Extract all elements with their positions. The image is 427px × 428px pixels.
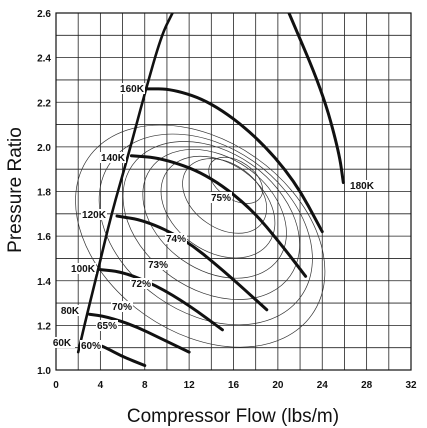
efficiency-label-bg [130, 278, 152, 289]
y-tick-label: 2.2 [37, 98, 51, 109]
efficiency-label-74pct: 74% [166, 234, 186, 245]
x-tick-label: 16 [228, 380, 240, 391]
efficiency-contour-73pct [160, 155, 276, 259]
efficiency-label-73pct: 73% [148, 260, 168, 271]
rpm-label-160k: 160K [120, 84, 145, 95]
efficiency-label-bg [165, 233, 187, 244]
rpm-label-bg [349, 180, 375, 191]
efficiency-label-60pct: 60% [81, 341, 101, 352]
rpm-label-bg [100, 152, 126, 163]
grid [55, 12, 412, 371]
rpm-label-bg [57, 305, 83, 316]
rpm-label-bg [81, 209, 107, 220]
surge-line [76, 13, 174, 354]
efficiency-contour-70pct [122, 141, 300, 300]
rpm-label-100k: 100K [71, 264, 96, 275]
efficiency-islands [75, 124, 326, 348]
speed-line-80k [87, 312, 191, 354]
rpm-label-60k: 60K [53, 338, 72, 349]
efficiency-label-bg [210, 192, 232, 203]
efficiency-label-bg [111, 301, 133, 312]
rpm-label-80k: 80K [61, 306, 80, 317]
speed-lines [76, 13, 345, 368]
x-tick-label: 12 [184, 380, 196, 391]
x-tick-label: 8 [142, 380, 148, 391]
rpm-label-180k: 180K [350, 181, 375, 192]
x-tick-label: 4 [98, 380, 104, 391]
axis-ticks: 0 4 8 12 16 20 24 28 32 1.0 1.2 1.4 1.6 1.8 2.0 2.2 2.4 2… [37, 9, 417, 391]
efficiency-label-bg [147, 259, 169, 270]
rpm-label-bg [119, 83, 145, 94]
efficiency-contour-72pct [142, 149, 287, 279]
y-tick-label: 2.4 [37, 54, 51, 65]
efficiency-label-65pct: 65% [97, 321, 117, 332]
y-axis-title: Pressure Ratio [5, 127, 26, 253]
speed-line-160k [143, 87, 324, 234]
rpm-label-140k: 140K [101, 153, 126, 164]
rpm-label-bg [49, 337, 75, 348]
x-tick-label: 0 [53, 380, 59, 391]
efficiency-label-72pct: 72% [131, 279, 151, 290]
y-tick-label: 1.4 [37, 277, 51, 288]
efficiency-label-bg [96, 320, 118, 331]
efficiency-label-bg [80, 340, 102, 351]
y-tick-label: 1.6 [37, 232, 51, 243]
speed-line-140k [129, 154, 308, 278]
x-tick-label: 20 [272, 380, 284, 391]
x-tick-label: 32 [405, 380, 417, 391]
efficiency-label-75pct: 75% [211, 193, 231, 204]
chart-labels: 60K 80K 100K 120K 140K 160K 180K 60% 65% 70% 72% 73… [49, 83, 375, 352]
y-tick-label: 1.0 [37, 366, 51, 377]
speed-line-100k [98, 268, 224, 332]
y-tick-label: 2.6 [37, 9, 51, 20]
plot-frame [55, 12, 412, 371]
efficiency-label-70pct: 70% [112, 302, 132, 313]
rpm-label-120k: 120K [82, 210, 107, 221]
x-tick-label: 28 [361, 380, 373, 391]
rpm-label-bg [70, 263, 96, 274]
x-axis-title: Compressor Flow (lbs/m) [127, 406, 339, 427]
speed-line-60k [93, 341, 147, 368]
x-tick-label: 24 [317, 380, 329, 391]
speed-line-180k [287, 13, 345, 185]
y-tick-label: 1.8 [37, 188, 51, 199]
y-tick-label: 2.0 [37, 143, 51, 154]
efficiency-contour-60pct [75, 124, 326, 348]
y-tick-label: 1.2 [37, 321, 51, 332]
speed-line-120k [115, 214, 269, 312]
